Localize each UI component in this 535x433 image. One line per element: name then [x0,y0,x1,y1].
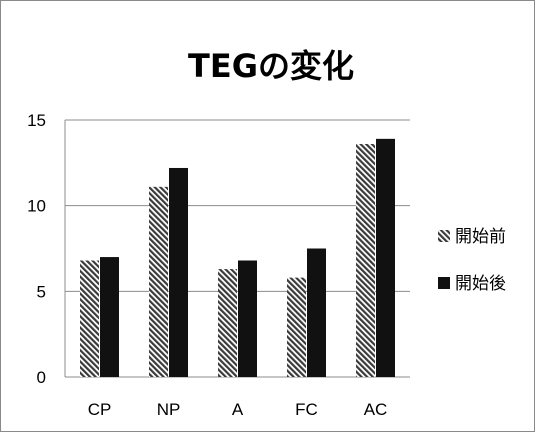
legend-label: 開始後 [455,274,506,294]
bar-cp-series-2 [100,257,119,377]
y-axis-ticks: 0 5 10 15 [27,111,46,387]
y-tick-label: 0 [37,368,46,387]
bar-fc-series-2 [307,248,326,377]
x-category-label: NP [157,400,181,419]
legend-label: 開始前 [455,227,506,247]
x-axis-categories: CP NP A FC AC [88,400,388,419]
legend-swatch [438,277,450,289]
bar-ac-series-2 [376,138,395,377]
legend-swatch [438,230,450,242]
chart-title: TEGの変化 [188,47,354,85]
bar-cp-series-1 [80,260,99,377]
bar-np-series-2 [169,167,188,377]
bar-np-series-1 [149,186,168,377]
x-category-label: AC [364,400,388,419]
y-tick-label: 5 [37,282,46,301]
y-tick-label: 15 [27,111,46,130]
bar-fc-series-1 [287,277,306,377]
bars [80,138,395,377]
bar-a-series-2 [238,260,257,377]
x-category-label: A [232,400,244,419]
bar-ac-series-1 [356,143,375,377]
bar-a-series-1 [218,269,237,377]
gridlines [65,119,410,378]
y-tick-label: 10 [27,197,46,216]
x-category-label: FC [295,400,318,419]
x-category-label: CP [88,400,112,419]
